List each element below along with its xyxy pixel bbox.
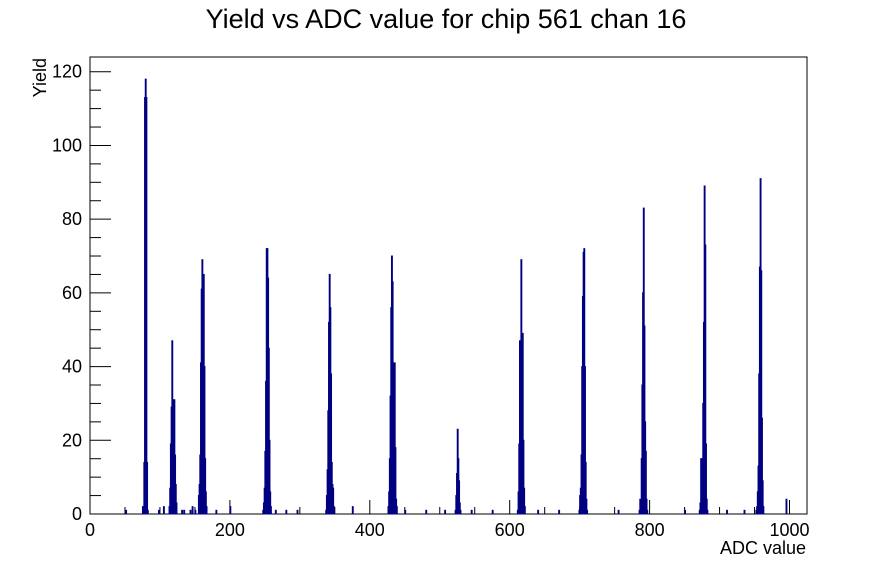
x-axis-ticks: 0 200 400 600 800 1000	[85, 500, 810, 540]
y-axis-label: Yield	[30, 58, 50, 97]
y-tick-label: 60	[62, 283, 82, 303]
histogram-bin	[646, 509, 649, 515]
chart-title: Yield vs ADC value for chip 561 chan 16	[206, 4, 687, 34]
histogram-bin	[296, 509, 299, 515]
histogram-bin	[175, 502, 178, 515]
histogram-bins	[125, 78, 788, 515]
histogram-bin	[141, 506, 144, 515]
histogram-bin	[285, 509, 288, 515]
histogram-bin	[194, 509, 197, 515]
x-tick-label: 600	[495, 520, 525, 540]
histogram-bin	[162, 506, 165, 515]
histogram-bin	[191, 506, 194, 515]
histogram-bin	[229, 506, 232, 515]
x-tick-label: 800	[635, 520, 665, 540]
histogram-bin	[404, 509, 407, 515]
histogram-bin	[586, 509, 589, 515]
histogram-bin	[183, 509, 186, 515]
histogram-bin	[332, 506, 335, 515]
histogram-bin	[491, 509, 494, 515]
plot-frame	[89, 56, 808, 515]
histogram-bin	[146, 509, 149, 515]
x-tick-label: 400	[355, 520, 385, 540]
histogram-bin	[523, 506, 526, 515]
histogram-bin	[785, 498, 788, 515]
histogram-bin	[459, 509, 462, 515]
histogram-bin	[726, 509, 728, 515]
histogram-bin	[145, 97, 148, 515]
histogram-bin	[158, 509, 160, 515]
histogram-bin	[762, 506, 765, 515]
x-axis-label: ADC value	[720, 538, 806, 558]
x-tick-label: 200	[215, 520, 245, 540]
histogram-bin	[558, 509, 561, 515]
y-tick-label: 120	[52, 62, 82, 82]
histogram-bin	[617, 509, 620, 515]
histogram-bin	[684, 509, 686, 515]
histogram-bin	[351, 506, 354, 515]
x-tick-label: 0	[85, 520, 95, 540]
y-tick-label: 40	[62, 357, 82, 377]
histogram-bin	[125, 509, 128, 515]
histogram-bin	[444, 509, 447, 515]
histogram-bin	[189, 509, 192, 515]
y-axis-ticks: 0 20 40 60 80 100 120	[52, 62, 111, 524]
histogram-bin	[706, 509, 709, 515]
histogram-bin	[269, 506, 272, 515]
histogram-bin	[205, 506, 208, 515]
histogram-bin	[395, 506, 398, 515]
histogram-bin	[743, 509, 746, 515]
y-tick-label: 20	[62, 430, 82, 450]
histogram-bin	[425, 509, 428, 515]
histogram-bin	[181, 509, 184, 515]
histogram-bin	[215, 509, 218, 515]
y-tick-label: 100	[52, 135, 82, 155]
y-tick-label: 0	[72, 504, 82, 524]
histogram-bin	[146, 461, 149, 515]
histogram-bin	[274, 509, 277, 515]
histogram-bin	[537, 509, 540, 515]
y-tick-label: 80	[62, 209, 82, 229]
x-tick-label: 1000	[769, 520, 809, 540]
histogram-bin	[470, 509, 473, 515]
